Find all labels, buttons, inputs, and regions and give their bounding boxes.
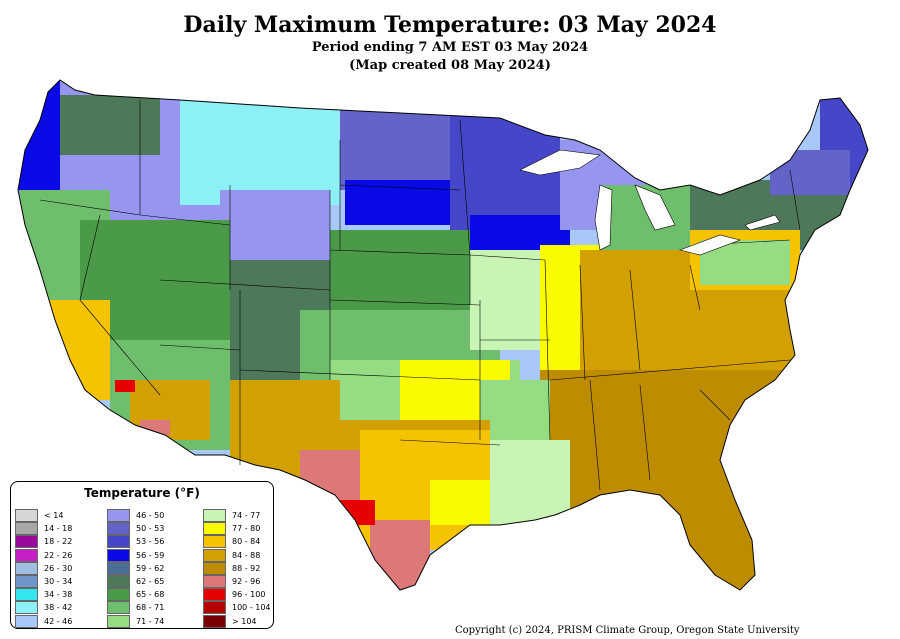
legend-item: 80 - 84 bbox=[203, 534, 260, 549]
legend-item: 71 - 74 bbox=[107, 614, 164, 629]
legend-item: 92 - 96 bbox=[203, 574, 260, 589]
legend-label: 62 - 65 bbox=[136, 577, 165, 586]
legend-label: 26 - 30 bbox=[44, 563, 73, 573]
legend-swatch bbox=[203, 588, 226, 602]
legend-label: 100 - 104 bbox=[232, 603, 271, 613]
legend-label: 71 - 74 bbox=[136, 616, 165, 626]
legend-item: > 104 bbox=[203, 614, 257, 629]
legend-label: 84 - 88 bbox=[232, 550, 261, 560]
legend-item: 100 - 104 bbox=[203, 600, 271, 615]
map-subtitle: Period ending 7 AM EST 03 May 2024 bbox=[311, 40, 589, 55]
legend-swatch bbox=[15, 588, 38, 602]
legend-swatch bbox=[203, 561, 226, 575]
legend-swatch bbox=[203, 509, 226, 522]
legend-item: 65 - 68 bbox=[107, 587, 164, 602]
legend-item: 50 - 53 bbox=[107, 521, 164, 536]
legend-item: 14 - 18 bbox=[15, 521, 72, 536]
legend-item: 74 - 77 bbox=[203, 508, 260, 523]
legend-label: 96 - 100 bbox=[232, 590, 266, 600]
legend-item: 96 - 100 bbox=[203, 587, 265, 602]
legend-swatch bbox=[107, 588, 130, 602]
legend-swatch bbox=[107, 561, 130, 575]
legend-label: 92 - 96 bbox=[232, 577, 261, 586]
legend-label: 22 - 26 bbox=[44, 550, 73, 560]
legend-label: 14 - 18 bbox=[44, 524, 73, 534]
legend-label: 53 - 56 bbox=[136, 537, 165, 547]
legend-item: 34 - 38 bbox=[15, 587, 72, 602]
legend-swatch bbox=[107, 548, 130, 562]
legend-item: 26 - 30 bbox=[15, 561, 72, 576]
legend-label: 18 - 22 bbox=[44, 537, 73, 547]
legend-item: 88 - 92 bbox=[203, 561, 260, 576]
copyright-notice: Copyright (c) 2024, PRISM Climate Group,… bbox=[455, 625, 800, 636]
legend-label: 59 - 62 bbox=[136, 563, 165, 573]
legend-swatch bbox=[15, 522, 38, 536]
legend-swatch bbox=[107, 509, 130, 522]
legend-label: 68 - 71 bbox=[136, 603, 165, 613]
legend-item: 77 - 80 bbox=[203, 521, 260, 536]
legend-label: 88 - 92 bbox=[232, 563, 261, 573]
legend-swatch bbox=[15, 614, 38, 628]
legend-item: 84 - 88 bbox=[203, 548, 260, 563]
legend-label: 30 - 34 bbox=[44, 577, 73, 586]
map-title: Daily Maximum Temperature: 03 May 2024 bbox=[183, 12, 717, 38]
legend-item: 18 - 22 bbox=[15, 534, 72, 549]
us-outline bbox=[17, 79, 869, 591]
legend-item: 42 - 46 bbox=[15, 614, 72, 629]
legend-swatch bbox=[203, 548, 226, 562]
legend-label: 42 - 46 bbox=[44, 616, 73, 626]
legend-swatch bbox=[107, 522, 130, 536]
legend-label: 38 - 42 bbox=[44, 603, 73, 613]
legend-swatch bbox=[15, 535, 38, 549]
legend-label: > 104 bbox=[232, 616, 257, 626]
legend-label: 80 - 84 bbox=[232, 537, 261, 547]
legend-label: 50 - 53 bbox=[136, 524, 165, 534]
legend-swatch bbox=[203, 614, 226, 628]
legend-item: 56 - 59 bbox=[107, 548, 164, 563]
legend-swatch bbox=[107, 535, 130, 549]
legend-swatch bbox=[107, 601, 130, 615]
legend-swatch bbox=[203, 522, 226, 536]
legend-item: 46 - 50 bbox=[107, 508, 164, 523]
legend-label: 65 - 68 bbox=[136, 590, 165, 600]
legend-swatch bbox=[203, 601, 226, 615]
legend-label: 77 - 80 bbox=[232, 524, 261, 534]
map-created-date: (Map created 08 May 2024) bbox=[349, 58, 551, 73]
legend-item: 59 - 62 bbox=[107, 561, 164, 576]
great-lakes bbox=[519, 149, 781, 256]
legend-label: 56 - 59 bbox=[136, 550, 165, 560]
legend-swatch bbox=[15, 575, 38, 588]
legend-title: Temperature (°F) bbox=[84, 486, 200, 500]
legend-swatch bbox=[107, 614, 130, 628]
legend-item: 22 - 26 bbox=[15, 548, 72, 563]
legend-swatch bbox=[203, 535, 226, 549]
legend-swatch bbox=[15, 509, 38, 522]
legend-label: 34 - 38 bbox=[44, 590, 73, 600]
legend-swatch bbox=[15, 561, 38, 575]
legend-label: 46 - 50 bbox=[136, 511, 165, 520]
state-borders bbox=[39, 100, 801, 491]
legend-item: 38 - 42 bbox=[15, 600, 72, 615]
legend-label: < 14 bbox=[44, 511, 64, 520]
legend-item: 62 - 65 bbox=[107, 574, 164, 589]
legend-swatch bbox=[203, 575, 226, 588]
legend-item: 53 - 56 bbox=[107, 534, 164, 549]
legend-item: 30 - 34 bbox=[15, 574, 72, 589]
legend-swatch bbox=[15, 548, 38, 562]
legend-swatch bbox=[15, 601, 38, 615]
legend-label: 74 - 77 bbox=[232, 511, 261, 520]
legend-item: < 14 bbox=[15, 508, 63, 523]
legend-item: 68 - 71 bbox=[107, 600, 164, 615]
temperature-legend: Temperature (°F) < 14 14 - 18 18 - 22 22 - … bbox=[10, 481, 274, 629]
legend-swatch bbox=[107, 575, 130, 588]
